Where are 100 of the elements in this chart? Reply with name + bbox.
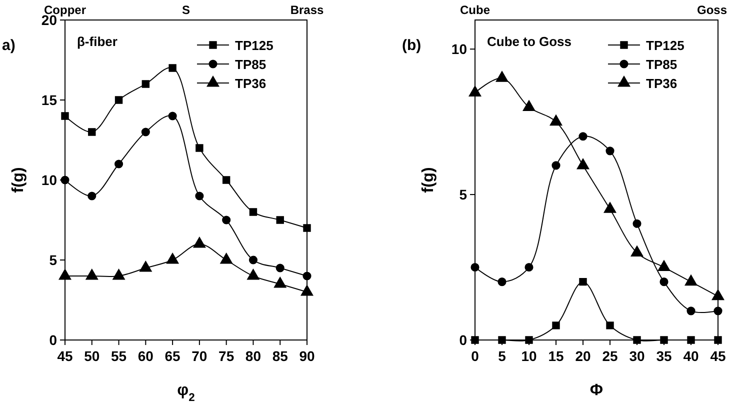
point xyxy=(196,144,204,152)
x-tick-label: 0 xyxy=(471,348,480,364)
x-tick-label: 5 xyxy=(498,348,506,364)
legend-label: TP85 xyxy=(646,57,678,72)
x-tick-label: 55 xyxy=(110,348,127,364)
point xyxy=(88,192,96,200)
point xyxy=(58,268,72,280)
x-tick-label: 50 xyxy=(84,348,100,364)
point xyxy=(714,306,722,316)
y-tick-label: 5 xyxy=(49,252,58,268)
x-tick-label: 10 xyxy=(521,348,537,364)
legend-label: TP36 xyxy=(235,76,266,91)
x-tick-label: 30 xyxy=(629,348,645,364)
point xyxy=(660,336,668,344)
point xyxy=(686,306,696,316)
y-tick-label: 10 xyxy=(451,41,468,58)
y-tick-label: 5 xyxy=(459,186,468,203)
point xyxy=(684,274,698,286)
x-tick-label: 80 xyxy=(245,348,262,364)
point xyxy=(222,216,231,224)
legend-label: TP36 xyxy=(646,76,678,91)
point xyxy=(300,284,314,296)
y-axis-title: f(g) xyxy=(10,167,27,193)
point xyxy=(140,260,152,272)
point xyxy=(276,264,284,272)
x-tick-label: 35 xyxy=(656,348,672,364)
x-tick-label: 90 xyxy=(299,348,315,364)
text: a) xyxy=(2,37,16,54)
x-axis-title: φ$_{2}$ xyxy=(177,382,195,402)
annotation: β-fiber xyxy=(77,34,118,49)
point xyxy=(468,86,482,96)
point xyxy=(470,262,480,272)
text: Goss xyxy=(696,3,728,17)
point xyxy=(249,208,258,216)
y-axis-title: f(g) xyxy=(420,167,437,193)
x-tick-label: 85 xyxy=(272,348,288,364)
point xyxy=(498,336,506,344)
y-tick-label: 0 xyxy=(459,332,468,348)
point xyxy=(604,202,616,213)
x-tick-label: 45 xyxy=(57,348,73,364)
point xyxy=(114,96,123,104)
point xyxy=(141,128,150,136)
point xyxy=(687,336,695,344)
point xyxy=(552,322,560,330)
legend-label: TP125 xyxy=(646,38,684,53)
point xyxy=(88,128,96,136)
x-tick-label: 25 xyxy=(602,348,618,364)
point xyxy=(193,236,206,248)
point xyxy=(86,268,98,280)
point xyxy=(660,278,668,286)
x-tick-label: 45 xyxy=(710,348,726,364)
point xyxy=(578,132,588,141)
point xyxy=(195,192,204,200)
annotation: Cube to Goss xyxy=(487,34,572,49)
x-tick-label: 75 xyxy=(218,348,234,364)
x-tick-label: 20 xyxy=(575,348,591,364)
text: Brass xyxy=(290,3,324,17)
point xyxy=(606,322,614,330)
point xyxy=(498,278,506,286)
point xyxy=(550,114,562,126)
point xyxy=(579,278,587,286)
text: (b) xyxy=(402,37,422,54)
y-tick-label: 15 xyxy=(41,92,58,108)
x-tick-label: 70 xyxy=(192,348,208,364)
x-tick-label: 65 xyxy=(164,348,181,364)
point xyxy=(166,252,179,264)
point xyxy=(222,176,230,184)
point xyxy=(248,256,258,264)
point xyxy=(168,64,176,72)
point xyxy=(496,71,508,82)
point xyxy=(524,262,534,272)
y-tick-label: 10 xyxy=(41,172,58,188)
point xyxy=(576,158,590,170)
y-tick-label: 0 xyxy=(49,332,58,348)
point xyxy=(276,216,284,224)
text: S xyxy=(182,3,190,17)
point xyxy=(633,336,641,344)
point xyxy=(302,272,312,280)
x-tick-label: 40 xyxy=(683,348,699,364)
x-tick-label: 60 xyxy=(138,348,154,364)
legend-label: TP125 xyxy=(235,38,274,53)
point xyxy=(114,160,124,168)
x-axis-title: Φ xyxy=(590,382,604,399)
point xyxy=(274,276,286,288)
legend-label: TP85 xyxy=(235,57,266,72)
point xyxy=(522,100,536,112)
point xyxy=(525,336,533,344)
point xyxy=(61,112,69,120)
point xyxy=(632,219,642,228)
point xyxy=(112,268,125,280)
point xyxy=(303,224,311,232)
point xyxy=(168,112,177,120)
point xyxy=(220,252,232,264)
point xyxy=(712,289,724,300)
point xyxy=(142,80,150,88)
x-tick-label: 15 xyxy=(548,348,564,364)
point xyxy=(658,260,670,272)
point xyxy=(630,246,644,256)
text: Cube xyxy=(460,3,490,17)
point xyxy=(552,161,560,170)
